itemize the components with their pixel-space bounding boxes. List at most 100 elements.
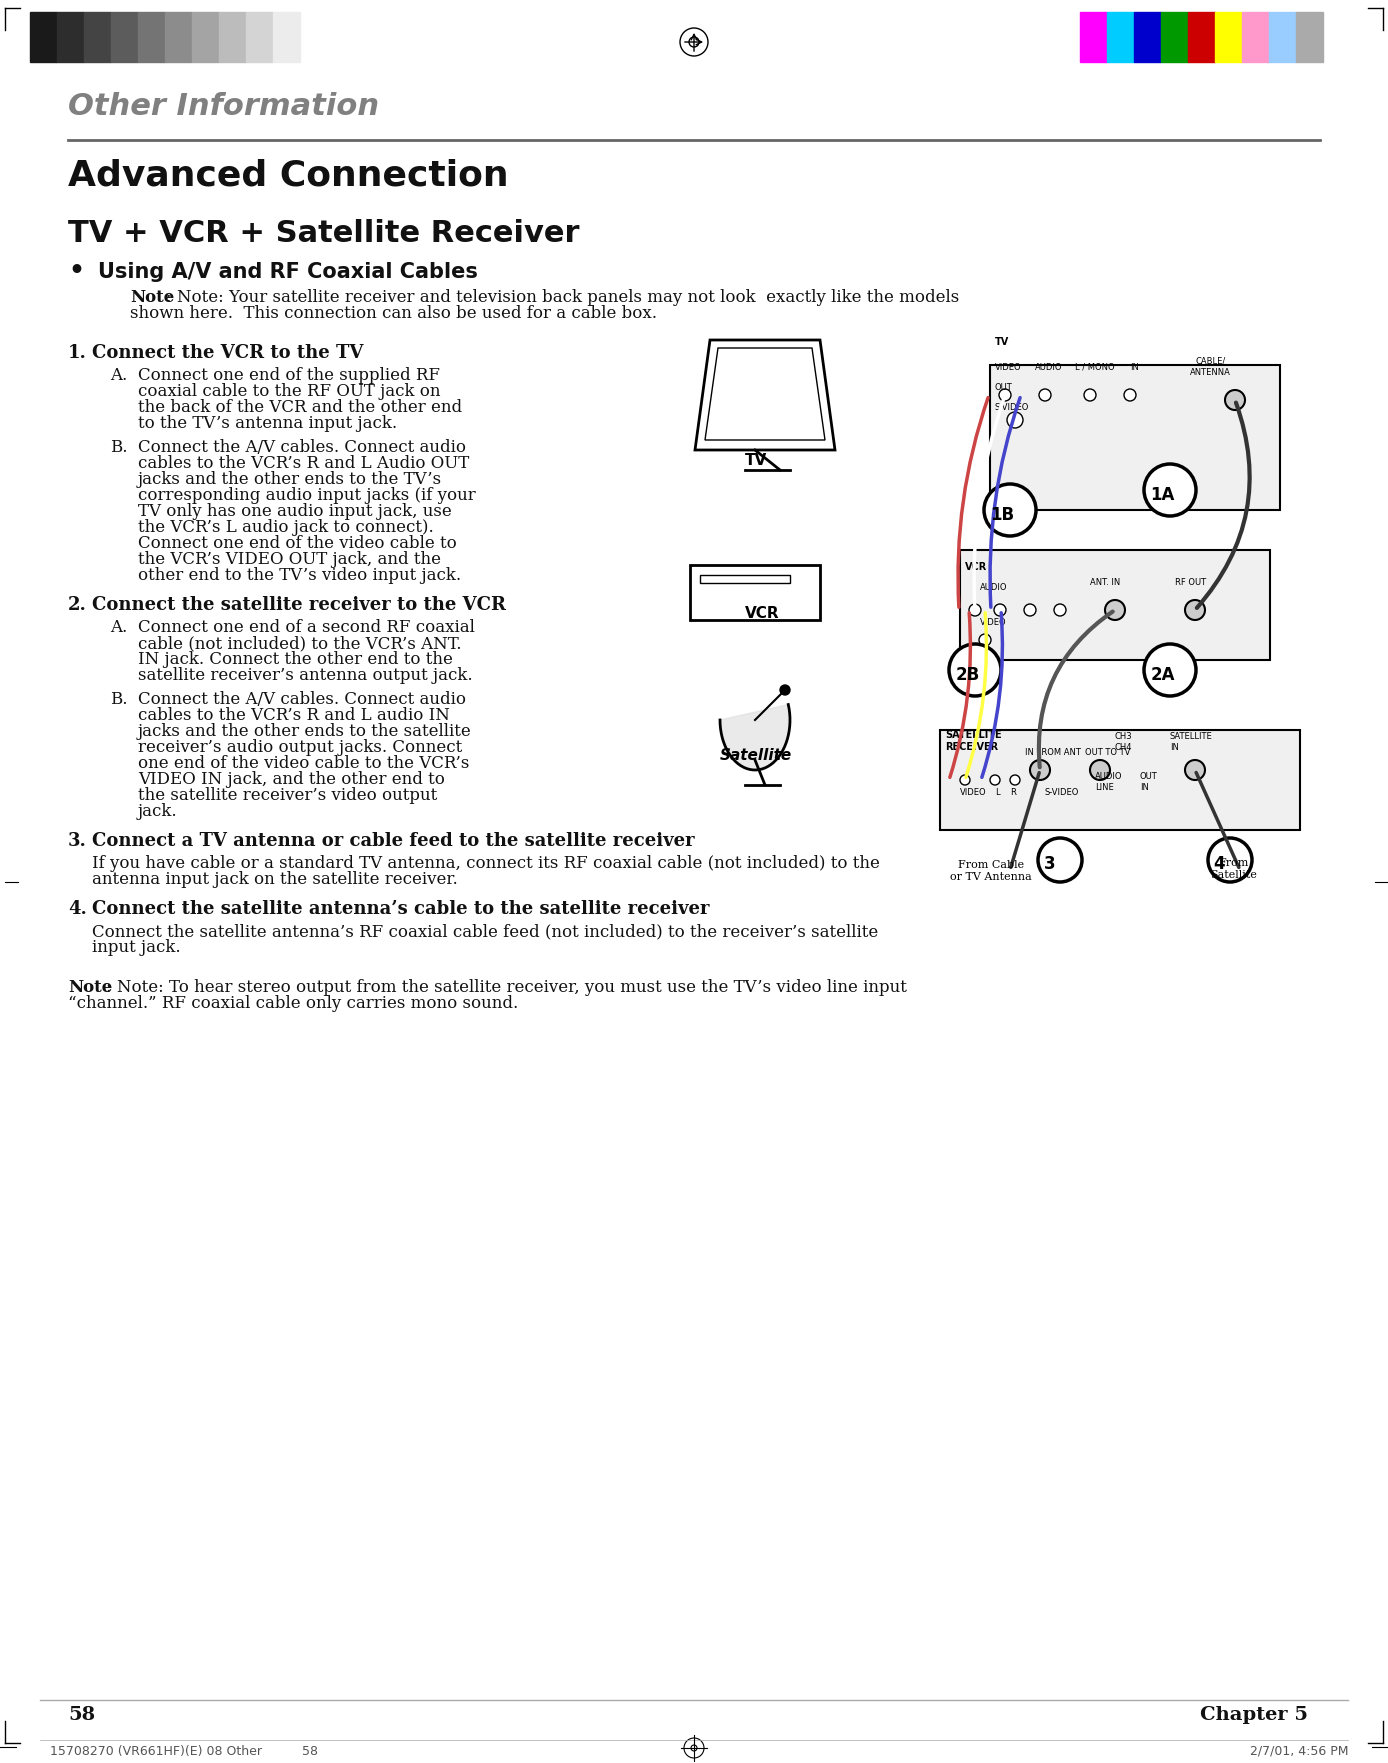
Bar (111, 12, 137, 62)
Text: Connect one end of the video cable to: Connect one end of the video cable to (137, 534, 457, 552)
Text: S-VIDEO: S-VIDEO (1045, 788, 1080, 797)
Text: SATELLITE
RECEIVER: SATELLITE RECEIVER (945, 730, 1002, 753)
Text: 2/7/01, 4:56 PM: 2/7/01, 4:56 PM (1251, 1745, 1349, 1758)
Text: RF OUT: RF OUT (1176, 578, 1206, 587)
Text: 3.: 3. (68, 832, 87, 850)
Text: coaxial cable to the RF OUT jack on: coaxial cable to the RF OUT jack on (137, 383, 440, 400)
Text: : Note: To hear stereo output from the satellite receiver, you must use the TV’s: : Note: To hear stereo output from the s… (105, 978, 906, 996)
Text: L / MONO: L / MONO (1074, 363, 1115, 372)
Bar (1269, 12, 1296, 62)
Circle shape (1024, 605, 1035, 615)
Text: TV: TV (995, 337, 1009, 347)
Text: Connect one end of the supplied RF: Connect one end of the supplied RF (137, 367, 440, 384)
Circle shape (1105, 599, 1126, 621)
Text: 1A: 1A (1151, 487, 1174, 504)
Text: AUDIO: AUDIO (980, 584, 1008, 592)
Text: 15708270 (VR661HF)(E) 08 Other          58: 15708270 (VR661HF)(E) 08 Other 58 (50, 1745, 318, 1758)
Text: Chapter 5: Chapter 5 (1201, 1707, 1307, 1724)
Text: Other Information: Other Information (68, 92, 379, 122)
Text: AUDIO
LINE: AUDIO LINE (1095, 772, 1123, 792)
Bar (700, 575, 790, 584)
Text: VIDEO: VIDEO (960, 788, 987, 797)
Bar (940, 730, 1301, 830)
Text: 1.: 1. (68, 344, 87, 361)
Circle shape (990, 776, 999, 785)
Bar (1108, 12, 1134, 62)
Text: Using A/V and RF Coaxial Cables: Using A/V and RF Coaxial Cables (99, 263, 477, 282)
Text: IN FROM ANT: IN FROM ANT (1024, 748, 1081, 756)
Text: 1B: 1B (991, 506, 1015, 524)
Bar (1134, 12, 1160, 62)
Text: cable (not included) to the VCR’s ANT.: cable (not included) to the VCR’s ANT. (137, 635, 461, 652)
Text: •: • (68, 259, 85, 284)
Circle shape (1030, 760, 1049, 779)
Text: antenna input jack on the satellite receiver.: antenna input jack on the satellite rece… (92, 871, 458, 889)
Text: the back of the VCR and the other end: the back of the VCR and the other end (137, 398, 462, 416)
Text: receiver’s audio output jacks. Connect: receiver’s audio output jacks. Connect (137, 739, 462, 756)
Text: Connect the A/V cables. Connect audio: Connect the A/V cables. Connect audio (137, 439, 466, 457)
Circle shape (969, 605, 981, 615)
Bar (1080, 12, 1108, 62)
Circle shape (780, 686, 790, 695)
Text: AUDIO: AUDIO (1035, 363, 1062, 372)
Text: Connect the satellite antenna’s cable to the satellite receiver: Connect the satellite antenna’s cable to… (92, 899, 709, 919)
Text: 3: 3 (1044, 855, 1055, 873)
Text: A.: A. (110, 619, 128, 636)
Circle shape (1185, 760, 1205, 779)
Circle shape (1038, 837, 1083, 882)
Text: TV only has one audio input jack, use: TV only has one audio input jack, use (137, 502, 451, 520)
Text: : Note: Your satellite receiver and television back panels may not look  exactly: : Note: Your satellite receiver and tele… (167, 289, 959, 307)
Text: SATELLITE
IN: SATELLITE IN (1170, 732, 1213, 753)
Text: CH3
CH4: CH3 CH4 (1115, 732, 1133, 753)
Text: “channel.” RF coaxial cable only carries mono sound.: “channel.” RF coaxial cable only carries… (68, 994, 518, 1012)
Text: cables to the VCR’s R and L Audio OUT: cables to the VCR’s R and L Audio OUT (137, 455, 469, 472)
Text: IN: IN (1130, 363, 1140, 372)
Text: 4: 4 (1213, 855, 1226, 873)
Text: TV + VCR + Satellite Receiver: TV + VCR + Satellite Receiver (68, 219, 580, 249)
Text: jacks and the other ends to the satellite: jacks and the other ends to the satellit… (137, 723, 472, 740)
Text: Connect one end of a second RF coaxial: Connect one end of a second RF coaxial (137, 619, 475, 636)
Text: IN jack. Connect the other end to the: IN jack. Connect the other end to the (137, 651, 452, 668)
Text: CABLE/
ANTENNA: CABLE/ ANTENNA (1190, 356, 1231, 377)
Circle shape (1008, 413, 1023, 428)
Text: R: R (1010, 788, 1016, 797)
Circle shape (1084, 390, 1097, 400)
Bar (219, 12, 246, 62)
Bar (1296, 12, 1323, 62)
Text: the VCR’s L audio jack to connect).: the VCR’s L audio jack to connect). (137, 518, 433, 536)
Circle shape (1010, 776, 1020, 785)
Bar (960, 550, 1270, 659)
Text: L: L (995, 788, 999, 797)
Text: cables to the VCR’s R and L audio IN: cables to the VCR’s R and L audio IN (137, 707, 450, 725)
Text: Connect the satellite receiver to the VCR: Connect the satellite receiver to the VC… (92, 596, 507, 614)
Text: 4.: 4. (68, 899, 87, 919)
Text: Connect the VCR to the TV: Connect the VCR to the TV (92, 344, 364, 361)
Bar (1188, 12, 1214, 62)
Bar (192, 12, 219, 62)
Text: jacks and the other ends to the TV’s: jacks and the other ends to the TV’s (137, 471, 443, 488)
Circle shape (1144, 643, 1196, 696)
Text: OUT: OUT (995, 383, 1013, 391)
Circle shape (1208, 837, 1252, 882)
Text: 2.: 2. (68, 596, 87, 614)
Text: the satellite receiver’s video output: the satellite receiver’s video output (137, 786, 437, 804)
Circle shape (1040, 390, 1051, 400)
Circle shape (1185, 599, 1205, 621)
Text: VIDEO IN jack, and the other end to: VIDEO IN jack, and the other end to (137, 770, 446, 788)
Circle shape (984, 485, 1035, 536)
Bar (990, 365, 1280, 510)
Text: Note: Note (130, 289, 175, 307)
Text: Note: Note (68, 978, 112, 996)
Text: VCR: VCR (965, 562, 987, 571)
Circle shape (1090, 760, 1110, 779)
Bar (165, 12, 192, 62)
Text: Satellite: Satellite (720, 748, 793, 763)
Text: 2A: 2A (1151, 666, 1176, 684)
Polygon shape (720, 705, 790, 770)
Bar (273, 12, 300, 62)
Text: A.: A. (110, 367, 128, 384)
Bar (1242, 12, 1269, 62)
Circle shape (1053, 605, 1066, 615)
Circle shape (994, 605, 1006, 615)
Bar (31, 12, 57, 62)
